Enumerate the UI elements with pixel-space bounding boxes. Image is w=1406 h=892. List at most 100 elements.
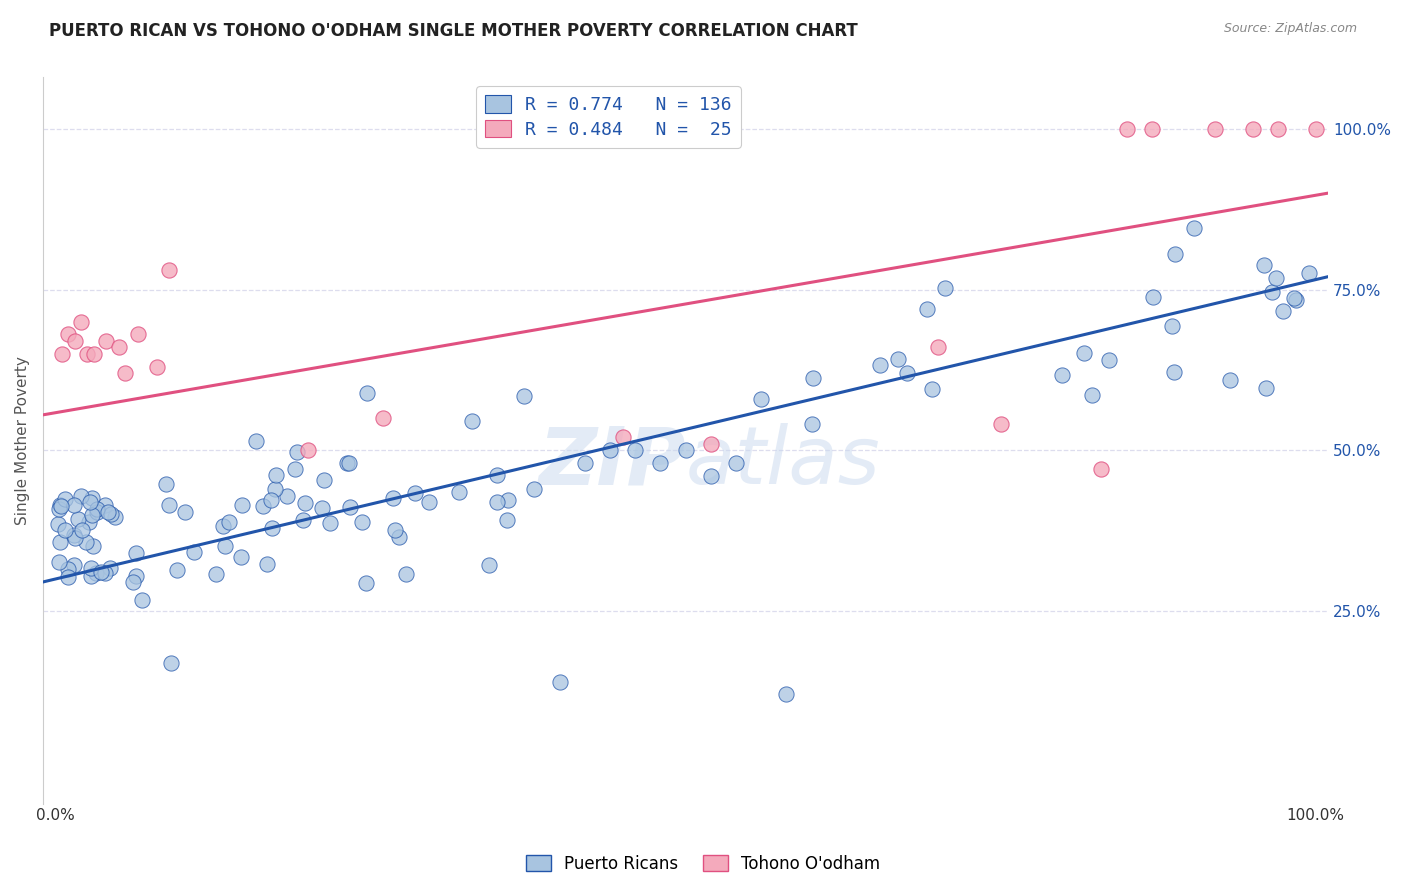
Point xyxy=(90,565,112,579)
Point xyxy=(1052,368,1074,382)
Point xyxy=(121,575,143,590)
Point xyxy=(404,486,426,500)
Point xyxy=(915,302,938,317)
Point xyxy=(574,456,596,470)
Point xyxy=(80,508,103,522)
Point xyxy=(373,411,395,425)
Point xyxy=(990,417,1012,432)
Point xyxy=(1182,221,1205,235)
Point xyxy=(245,434,267,449)
Point xyxy=(56,562,79,576)
Point xyxy=(1115,121,1137,136)
Point xyxy=(83,347,105,361)
Point xyxy=(314,474,336,488)
Point xyxy=(80,561,103,575)
Point xyxy=(1098,352,1121,367)
Point xyxy=(887,351,910,366)
Point xyxy=(599,443,621,458)
Point xyxy=(94,566,117,581)
Point xyxy=(1305,121,1327,136)
Point xyxy=(96,334,118,348)
Point xyxy=(46,516,69,531)
Point xyxy=(70,315,93,329)
Point xyxy=(523,482,546,496)
Point xyxy=(260,492,283,507)
Point xyxy=(256,557,278,571)
Point xyxy=(1267,121,1289,136)
Point xyxy=(513,389,536,403)
Point xyxy=(80,491,103,506)
Point xyxy=(229,549,252,564)
Point xyxy=(350,515,373,529)
Point xyxy=(104,509,127,524)
Point xyxy=(263,483,285,497)
Point xyxy=(1298,266,1320,280)
Point xyxy=(264,468,287,483)
Point xyxy=(285,445,308,459)
Point xyxy=(387,530,409,544)
Point xyxy=(700,436,723,450)
Point xyxy=(125,546,148,560)
Point xyxy=(63,531,86,545)
Point xyxy=(69,490,91,504)
Point xyxy=(231,498,253,512)
Text: atlas: atlas xyxy=(686,424,880,501)
Point xyxy=(1164,247,1187,261)
Point xyxy=(485,467,508,482)
Point xyxy=(1265,270,1288,285)
Point xyxy=(82,539,104,553)
Point xyxy=(49,534,72,549)
Point xyxy=(205,567,228,582)
Point xyxy=(86,502,108,516)
Point xyxy=(212,519,235,533)
Point xyxy=(700,468,723,483)
Legend: Puerto Ricans, Tohono O'odham: Puerto Ricans, Tohono O'odham xyxy=(519,848,887,880)
Point xyxy=(1163,365,1185,379)
Point xyxy=(934,280,956,294)
Point xyxy=(801,371,824,385)
Point xyxy=(339,500,361,515)
Point xyxy=(624,443,647,458)
Point xyxy=(1241,121,1264,136)
Point xyxy=(1204,121,1226,136)
Point xyxy=(478,558,501,573)
Point xyxy=(496,493,519,508)
Point xyxy=(166,563,188,577)
Point xyxy=(63,498,86,512)
Point xyxy=(67,511,90,525)
Point xyxy=(1081,388,1104,402)
Point xyxy=(127,327,149,342)
Point xyxy=(1073,346,1095,360)
Point xyxy=(921,382,943,396)
Point xyxy=(97,505,120,519)
Point xyxy=(49,499,72,513)
Point xyxy=(48,555,70,569)
Point xyxy=(1271,304,1294,318)
Point xyxy=(252,499,274,513)
Point xyxy=(75,535,97,549)
Point xyxy=(114,366,136,380)
Point xyxy=(725,456,748,470)
Point xyxy=(1140,121,1163,136)
Point xyxy=(79,495,101,509)
Point xyxy=(145,359,167,374)
Point xyxy=(94,498,117,512)
Text: PUERTO RICAN VS TOHONO O'ODHAM SINGLE MOTHER POVERTY CORRELATION CHART: PUERTO RICAN VS TOHONO O'ODHAM SINGLE MO… xyxy=(49,22,858,40)
Point xyxy=(418,495,440,509)
Point xyxy=(51,347,73,361)
Point xyxy=(336,456,359,470)
Point xyxy=(70,524,93,538)
Point xyxy=(214,539,236,553)
Point xyxy=(53,523,76,537)
Text: Source: ZipAtlas.com: Source: ZipAtlas.com xyxy=(1223,22,1357,36)
Point xyxy=(1090,462,1112,476)
Point xyxy=(284,461,307,475)
Point xyxy=(63,558,86,573)
Point xyxy=(183,545,205,559)
Point xyxy=(125,569,148,583)
Point xyxy=(100,507,122,521)
Point xyxy=(1285,293,1308,308)
Point xyxy=(155,477,177,491)
Point xyxy=(319,516,342,530)
Legend: R = 0.774   N = 136, R = 0.484   N =  25: R = 0.774 N = 136, R = 0.484 N = 25 xyxy=(477,87,741,147)
